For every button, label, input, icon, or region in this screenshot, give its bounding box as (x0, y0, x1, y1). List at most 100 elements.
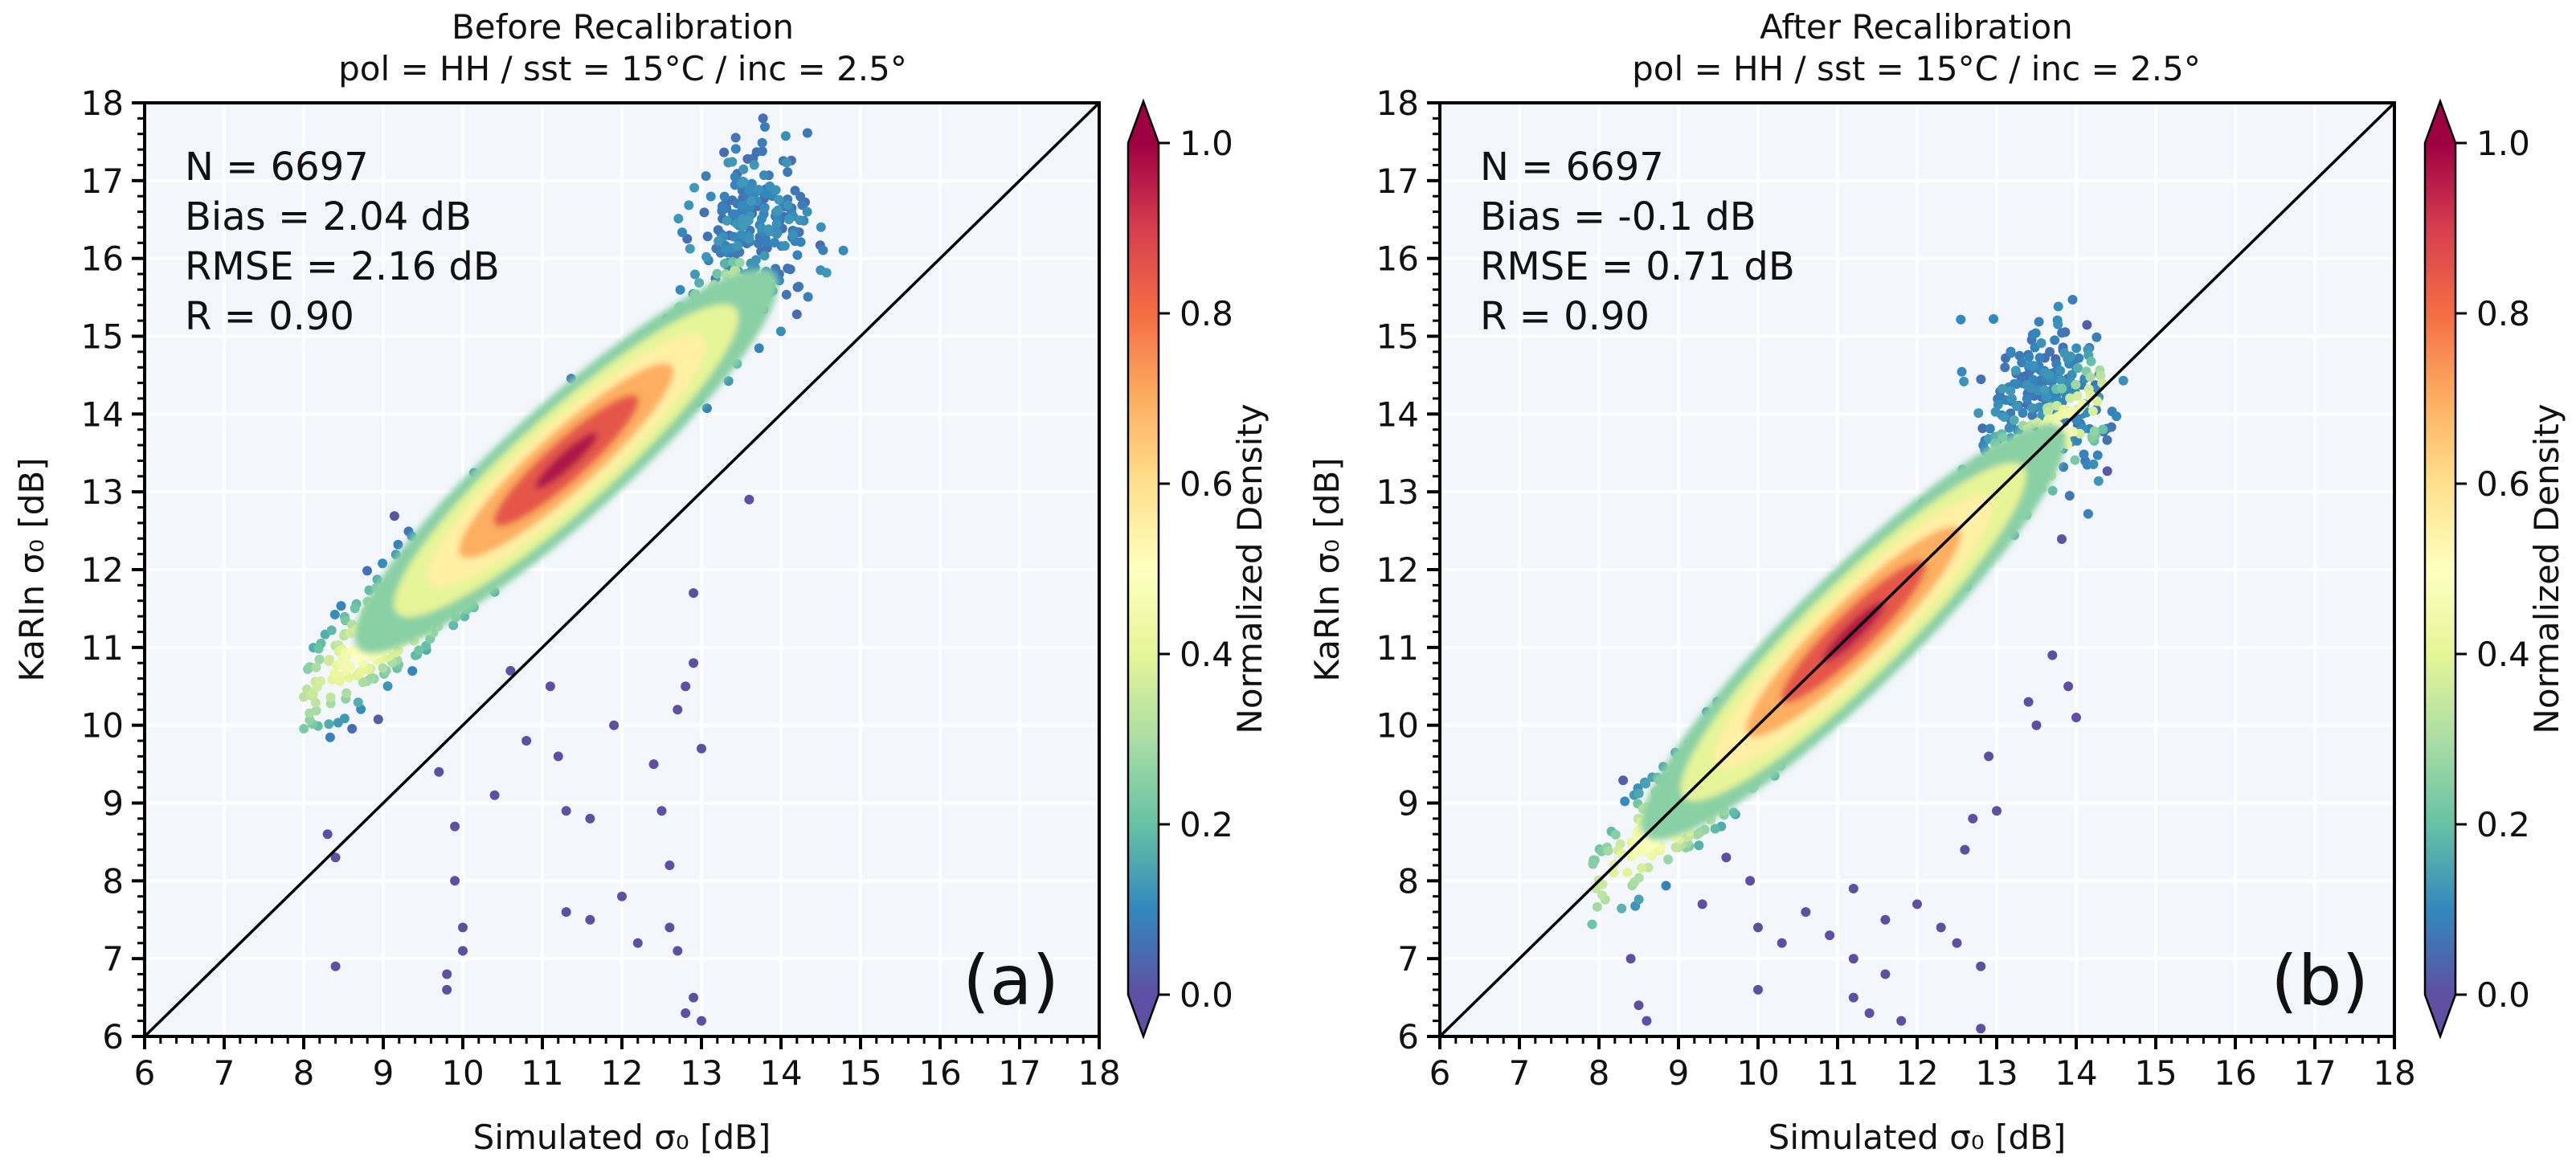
scatter-point (1880, 914, 1891, 925)
scatter-point (719, 191, 730, 202)
scatter-point (797, 200, 808, 211)
scatter-point (1976, 961, 1986, 971)
scatter-point (1694, 840, 1704, 851)
scatter-point (757, 137, 767, 148)
scatter-point (664, 860, 675, 870)
scatter-point (764, 227, 775, 237)
scatter-point (1801, 907, 1811, 918)
scatter-point (2071, 713, 2081, 722)
scatter-point (723, 376, 734, 386)
scatter-point (362, 566, 372, 576)
scatter-point (1984, 751, 1994, 762)
scatter-point (783, 167, 793, 178)
scatter-point (458, 922, 468, 933)
scatter-point (816, 222, 826, 232)
scatter-point (1661, 881, 1671, 891)
scatter-point (1617, 903, 1627, 914)
scatter-point (2079, 449, 2089, 460)
y-tick-label: 6 (102, 1017, 124, 1057)
scatter-point (757, 214, 767, 224)
x-axis-label: Simulated σ₀ [dB] (473, 1118, 771, 1157)
scatter-point (2083, 509, 2093, 519)
scatter-point (720, 244, 730, 255)
scatter-point (1745, 876, 1756, 886)
scatter-point (719, 147, 730, 157)
scatter-point (712, 268, 722, 279)
scatter-point (1634, 788, 1644, 799)
scatter-point (771, 185, 781, 195)
scatter-point (2086, 356, 2096, 366)
x-tick-label: 17 (998, 1053, 1041, 1093)
scatter-point (701, 403, 712, 414)
scatter-point (358, 664, 368, 675)
x-tick-label: 8 (293, 1053, 315, 1093)
scatter-point (1848, 992, 1858, 1003)
scatter-point (2059, 462, 2069, 472)
scatter-point (2006, 348, 2016, 358)
scatter-point (746, 196, 756, 206)
scatter-point (1642, 1016, 1652, 1026)
scatter-point (1697, 899, 1707, 909)
scatter-point (681, 1008, 691, 1018)
scatter-point (689, 658, 699, 668)
x-tick-label: 7 (214, 1053, 235, 1093)
scatter-point (1721, 852, 1732, 863)
scatter-point (2022, 380, 2032, 390)
scatter-point (1825, 930, 1835, 941)
scatter-point (2010, 366, 2021, 376)
scatter-point (561, 907, 571, 918)
scatter-point (1999, 412, 2010, 422)
x-tick-label: 16 (918, 1053, 961, 1093)
scatter-point (787, 230, 798, 240)
scatter-point (758, 113, 768, 124)
scatter-point (367, 651, 378, 661)
scatter-point (407, 666, 418, 676)
scatter-point (684, 200, 694, 211)
scatter-point (2039, 385, 2050, 395)
scatter-point (330, 852, 341, 863)
panel-label: (a) (963, 941, 1059, 1021)
scatter-point (656, 806, 667, 816)
scatter-point (2053, 301, 2063, 312)
scatter-point (664, 922, 675, 933)
scatter-point (738, 221, 748, 231)
scatter-point (311, 662, 321, 672)
scatter-point (753, 239, 763, 248)
scatter-point (442, 984, 452, 995)
scatter-point (702, 231, 713, 242)
scatter-point (733, 241, 742, 251)
scatter-point (2034, 353, 2045, 363)
scatter-point (677, 227, 687, 238)
x-tick-label: 14 (759, 1053, 802, 1093)
scatter-point (746, 258, 756, 268)
scatter-point (697, 1016, 706, 1026)
y-tick-label: 10 (81, 706, 124, 746)
x-tick-label: 18 (1077, 1053, 1120, 1093)
scatter-point (730, 133, 741, 143)
scatter-point (2074, 353, 2084, 363)
scatter-point (313, 644, 324, 654)
scatter-point (505, 665, 516, 676)
x-tick-label: 9 (373, 1053, 395, 1093)
scatter-point (2092, 450, 2103, 460)
scatter-point (2006, 386, 2016, 396)
scatter-point (1637, 863, 1646, 873)
scatter-point (1625, 954, 1636, 964)
scatter-point (585, 813, 595, 824)
scatter-point (545, 681, 555, 692)
scatter-point (1753, 922, 1763, 933)
scatter-point (2070, 455, 2080, 465)
scatter-point (783, 264, 793, 274)
scatter-point (701, 251, 712, 262)
scatter-point (774, 194, 784, 205)
chart-subtitle: pol = HH / sst = 15°C / inc = 2.5° (338, 49, 907, 88)
scatter-point (694, 278, 705, 288)
scatter-point (324, 719, 334, 730)
y-tick-label: 16 (81, 239, 124, 279)
scatter-point (2030, 328, 2041, 338)
x-tick-label: 10 (441, 1053, 484, 1093)
x-tick-labels: 6 7 8 9 10 11 12 13 14 15 16 17 18 (134, 1053, 1121, 1093)
scatter-point (2066, 351, 2075, 362)
scatter-point (310, 697, 321, 708)
